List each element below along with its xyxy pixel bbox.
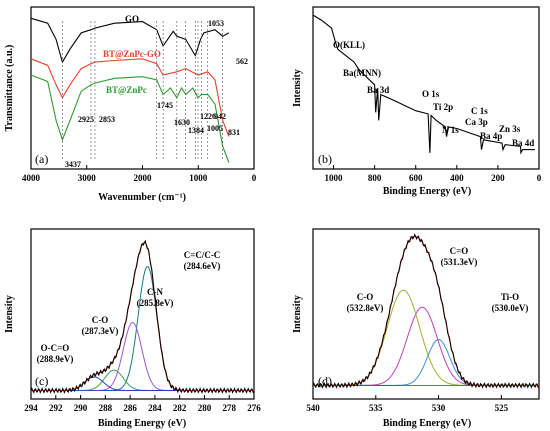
peak-ti-2p: Ti 2p — [433, 102, 453, 112]
peak-ba-4d: Ba 4d — [512, 138, 534, 148]
x-tick-label: 278 — [222, 403, 236, 413]
x-tick-label: 292 — [49, 403, 63, 413]
panel-a-ftir: 4000 3000 2000 1000 0 Wavenumber (cm⁻¹) Tran… — [4, 6, 257, 203]
x-tick-label: 282 — [173, 403, 187, 413]
x-tick-label: 1000 — [325, 173, 344, 183]
component-label: Ti-O — [501, 292, 519, 302]
panel-b-xlabel: Binding Energy (eV) — [383, 186, 471, 197]
marker-1226: 1226 — [200, 112, 216, 121]
peak-ba-3d: Ba 3d — [367, 85, 389, 95]
raw-spectrum-line — [312, 233, 540, 389]
panel-d-o1s: 540 535 530 525 C=O(531.3eV) C-O(532.8eV) Ti-… — [292, 228, 540, 429]
x-tick-label: 276 — [247, 403, 261, 413]
panel-a-label: (a) — [35, 152, 48, 166]
marker-942: 942 — [214, 112, 226, 121]
panel-c-c1s: 294 292 290 288 286 284 282 280 278 276 C=C/C-C(2… — [4, 228, 261, 429]
peak-ba-4p: Ba 4p — [480, 131, 502, 141]
component-label: C-N — [147, 287, 163, 297]
x-tick-label: 525 — [495, 403, 509, 413]
legend-bt-zc-go: BT@ZnPc-GO — [103, 49, 161, 59]
fit-component-line — [31, 369, 254, 391]
peak-ca-3p: Ca 3p — [465, 117, 488, 127]
panel-c-xlabel: Binding Energy (eV) — [98, 418, 186, 429]
panel-c-ylabel: Intensity — [4, 295, 15, 333]
component-value: (285.8eV) — [137, 298, 174, 308]
panel-b-ylabel: Intensity — [292, 69, 303, 107]
x-tick-label: 1000 — [189, 173, 208, 183]
envelope-fit-line — [31, 241, 254, 392]
x-tick-label: 0 — [252, 173, 257, 183]
peak-n-1s: N 1s — [442, 125, 459, 135]
legend-bt-zc: BT@ZnPc — [106, 85, 147, 95]
x-tick-label: 540 — [306, 403, 320, 413]
x-tick-label: 290 — [74, 403, 88, 413]
component-label: C-O — [92, 315, 109, 325]
marker-2925: 2925 — [78, 115, 94, 124]
x-tick-label: 280 — [198, 403, 212, 413]
panel-d-label: (d) — [318, 374, 332, 388]
panel-a-xlabel: Wavenumber (cm⁻¹) — [98, 192, 186, 203]
x-tick-label: 400 — [450, 173, 464, 183]
panel-b-xps-survey: 1000 800 600 400 200 0 Binding Energy (eV) In… — [292, 6, 542, 197]
component-value: (284.6eV) — [184, 261, 221, 271]
peak-o-1s: O 1s — [422, 89, 440, 99]
panel-a-ylabel: Transmittance (a.u.) — [4, 45, 15, 132]
component-value: (530.0eV) — [492, 303, 529, 313]
x-tick-label: 294 — [24, 403, 38, 413]
x-tick-label: 535 — [369, 403, 383, 413]
peak-o-kll: O(KLL) — [333, 40, 365, 50]
marker-3437: 3437 — [65, 160, 81, 169]
component-value: (287.3eV) — [82, 326, 119, 336]
panel-b-label: (b) — [318, 152, 332, 166]
x-tick-label: 286 — [123, 403, 137, 413]
panel-c-label: (c) — [35, 374, 48, 388]
raw-spectrum-line — [30, 239, 255, 394]
x-tick-label: 288 — [99, 403, 113, 413]
x-tick-label: 4000 — [22, 173, 41, 183]
panel-d-xlabel: Binding Energy (eV) — [383, 418, 471, 429]
legend-go: GO — [125, 14, 139, 24]
x-tick-label: 600 — [409, 173, 423, 183]
marker-1384: 1384 — [188, 126, 204, 135]
marker-1005: 1005 — [207, 124, 223, 133]
component-label: O-C=O — [41, 343, 70, 353]
component-label: C=O — [450, 246, 469, 256]
fit-component-line — [31, 265, 254, 391]
component-value: (531.3eV) — [441, 257, 478, 267]
x-tick-label: 800 — [368, 173, 382, 183]
fit-component-line — [313, 306, 539, 386]
marker-2853: 2853 — [99, 115, 115, 124]
series-line — [312, 14, 535, 155]
marker-562: 562 — [236, 57, 248, 66]
peak-zn-3s: Zn 3s — [499, 124, 521, 134]
marker-1745: 1745 — [157, 101, 173, 110]
marker-831: 831 — [228, 128, 240, 137]
series-line — [30, 58, 230, 137]
peak-c-1s: C 1s — [471, 106, 488, 116]
component-label: C-O — [357, 292, 374, 302]
x-tick-label: 284 — [148, 403, 162, 413]
panel-c-frame — [30, 228, 255, 400]
panel-d-ylabel: Intensity — [292, 295, 303, 333]
peak-ba-mnn: Ba(MNN) — [343, 68, 381, 78]
marker-1630: 1630 — [174, 118, 190, 127]
component-value: (288.9eV) — [37, 354, 74, 364]
component-value: (532.8eV) — [347, 303, 384, 313]
panel-d-frame — [312, 228, 540, 400]
x-tick-label: 530 — [432, 403, 446, 413]
fit-component-line — [313, 338, 539, 386]
panel-b-frame — [312, 6, 540, 170]
x-tick-label: 3000 — [78, 173, 97, 183]
x-tick-label: 2000 — [134, 173, 153, 183]
marker-1053: 1053 — [208, 19, 224, 28]
x-tick-label: 0 — [537, 173, 542, 183]
component-label: C=C/C-C — [184, 250, 221, 260]
x-tick-label: 200 — [491, 173, 505, 183]
